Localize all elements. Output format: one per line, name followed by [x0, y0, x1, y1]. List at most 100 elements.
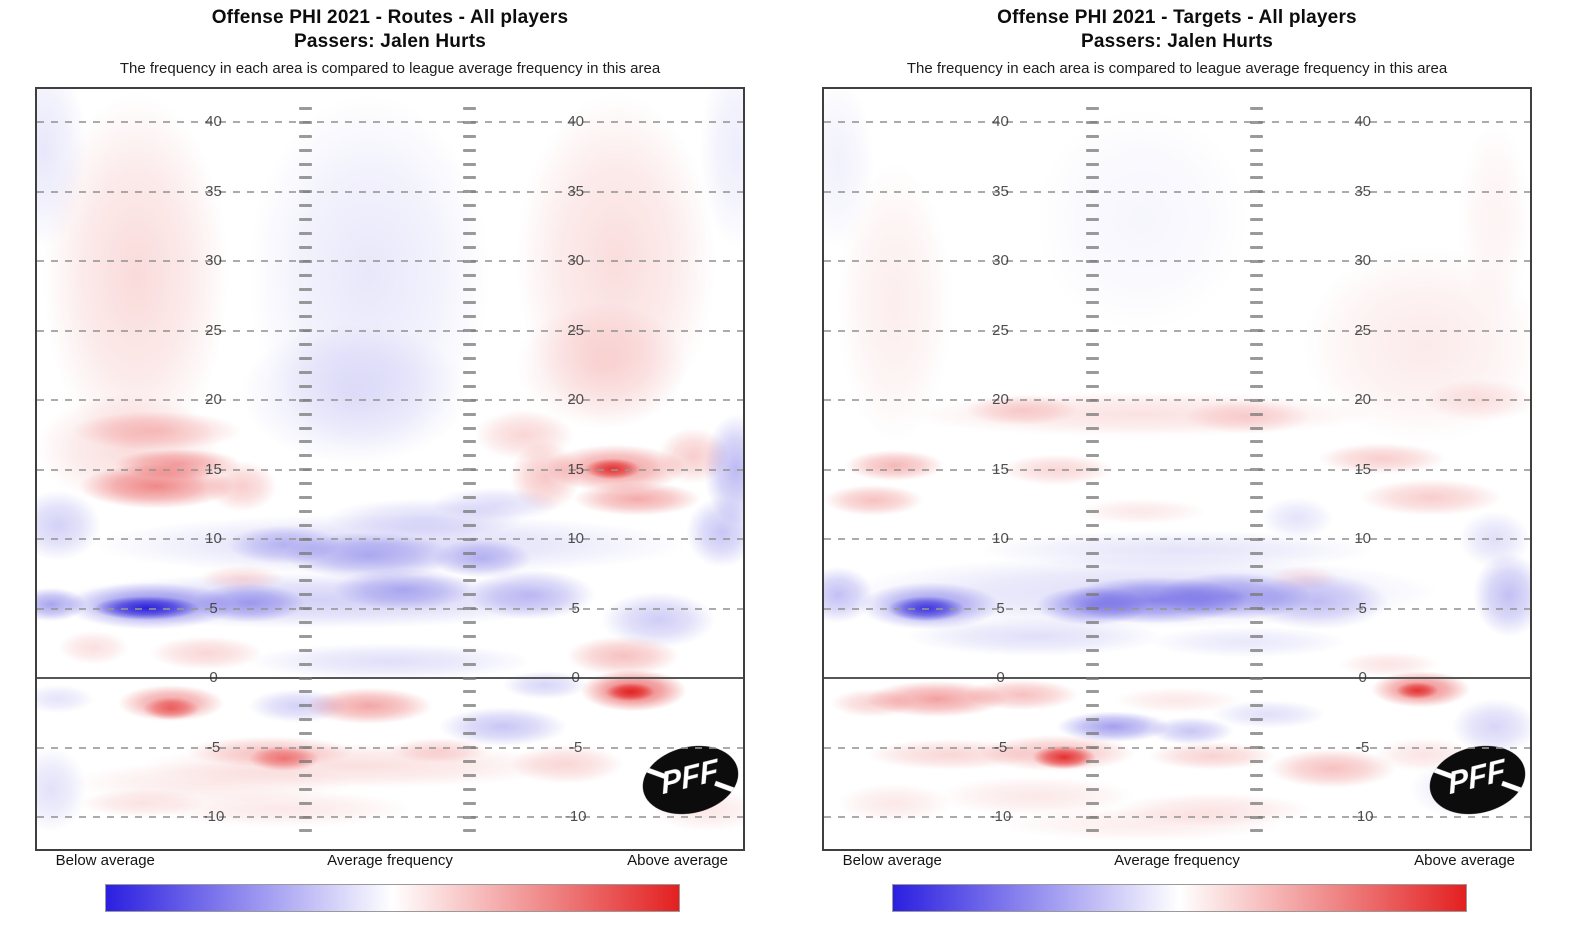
- chart-title-line2: Passers: Jalen Hurts: [294, 31, 486, 52]
- legend-below-average: Below average: [55, 852, 155, 869]
- hash-mark: [1085, 329, 1099, 333]
- hash-mark: [298, 565, 312, 569]
- hash-mark: [1250, 315, 1264, 319]
- yard-gridline: [824, 816, 1530, 819]
- yard-label: 35: [1354, 182, 1372, 200]
- legend-average-frequency: Average frequency: [1114, 852, 1240, 869]
- hash-mark: [463, 523, 477, 527]
- yard-label: -5: [206, 738, 221, 756]
- hash-mark: [1250, 273, 1264, 277]
- yard-label: 20: [205, 390, 222, 408]
- hash-mark: [1250, 607, 1264, 611]
- hash-mark: [1250, 106, 1264, 110]
- hash-mark: [1085, 468, 1099, 472]
- yard-label: 35: [567, 182, 585, 200]
- legend-above-average: Above average: [627, 852, 728, 869]
- hash-mark: [298, 301, 312, 305]
- hash-mark: [463, 787, 477, 791]
- hash-mark: [1250, 190, 1264, 194]
- hash-mark: [1250, 384, 1264, 388]
- hash-mark: [298, 509, 312, 513]
- yard-label: 15: [992, 460, 1009, 478]
- yard-gridline: [37, 538, 743, 541]
- hash-mark: [1085, 773, 1099, 777]
- yard-gridline: [824, 329, 1530, 332]
- hash-mark: [463, 815, 477, 819]
- hash-mark: [463, 190, 477, 194]
- hash-mark: [463, 801, 477, 805]
- hash-mark: [298, 676, 312, 680]
- hash-mark: [298, 593, 312, 597]
- hash-mark: [298, 746, 312, 750]
- yard-label: -5: [569, 738, 583, 756]
- hash-mark: [1250, 537, 1264, 541]
- yard-gridline: [824, 538, 1530, 541]
- hash-mark: [1085, 162, 1099, 166]
- yard-gridline: [37, 816, 743, 819]
- hash-mark: [463, 440, 477, 444]
- hash-mark: [1085, 523, 1099, 527]
- hash-mark: [1085, 551, 1099, 555]
- yard-label: -10: [1351, 807, 1374, 825]
- hash-mark: [298, 482, 312, 486]
- hash-mark: [1085, 245, 1099, 249]
- hash-mark: [1250, 732, 1264, 736]
- hash-mark: [463, 329, 477, 333]
- hash-mark: [1250, 329, 1264, 333]
- hash-mark: [1250, 120, 1264, 124]
- hash-mark: [1085, 218, 1099, 222]
- yard-label: 0: [996, 668, 1005, 686]
- yard-label: 10: [567, 529, 585, 547]
- hash-mark: [298, 759, 312, 763]
- hash-mark: [1085, 704, 1099, 708]
- hash-mark: [463, 134, 477, 138]
- hash-mark: [1250, 815, 1264, 819]
- hash-mark: [298, 329, 312, 333]
- hash-mark: [1250, 621, 1264, 625]
- chart-title-line2: Passers: Jalen Hurts: [1081, 31, 1273, 52]
- yard-label: 40: [1354, 113, 1372, 131]
- hash-mark: [463, 218, 477, 222]
- hash-mark: [1085, 454, 1099, 458]
- hash-mark: [298, 426, 312, 430]
- hash-mark: [463, 120, 477, 124]
- hash-mark: [1085, 759, 1099, 763]
- hash-mark: [298, 704, 312, 708]
- hash-mark: [463, 648, 477, 652]
- yard-gridline: [37, 607, 743, 610]
- hash-mark: [463, 287, 477, 291]
- hash-mark: [1085, 259, 1099, 263]
- hash-mark: [1250, 690, 1264, 694]
- yard-gridline: [824, 607, 1530, 610]
- hash-mark: [463, 829, 477, 833]
- yard-label: 20: [567, 390, 585, 408]
- yard-label: 30: [992, 252, 1009, 270]
- hash-mark: [1085, 120, 1099, 124]
- hash-mark: [1250, 759, 1264, 763]
- yard-gridline: [37, 399, 743, 402]
- hash-mark: [463, 704, 477, 708]
- hash-mark: [463, 426, 477, 430]
- yard-gridline: [824, 399, 1530, 402]
- yard-label: 35: [992, 182, 1009, 200]
- hash-mark: [298, 398, 312, 402]
- hash-mark: [1250, 565, 1264, 569]
- hash-mark: [1250, 593, 1264, 597]
- hash-mark: [463, 148, 477, 152]
- routes-heatmap-field: PFF 40 35 30 25 20 15 10 5 0 -5 -10 40 35 30 25 20 15 10 5…: [35, 87, 746, 851]
- hash-mark: [298, 218, 312, 222]
- hash-mark: [298, 259, 312, 263]
- hash-mark: [298, 120, 312, 124]
- yard-label: 30: [1354, 252, 1372, 270]
- hash-mark: [298, 787, 312, 791]
- hash-mark: [1250, 426, 1264, 430]
- hash-mark: [1250, 370, 1264, 374]
- hash-mark: [1250, 773, 1264, 777]
- hash-mark: [1085, 412, 1099, 416]
- yard-label: 0: [1358, 668, 1367, 686]
- hash-mark: [298, 732, 312, 736]
- yard-gridline: [824, 190, 1530, 193]
- hash-mark: [463, 204, 477, 208]
- hash-mark: [298, 231, 312, 235]
- hash-mark: [1250, 468, 1264, 472]
